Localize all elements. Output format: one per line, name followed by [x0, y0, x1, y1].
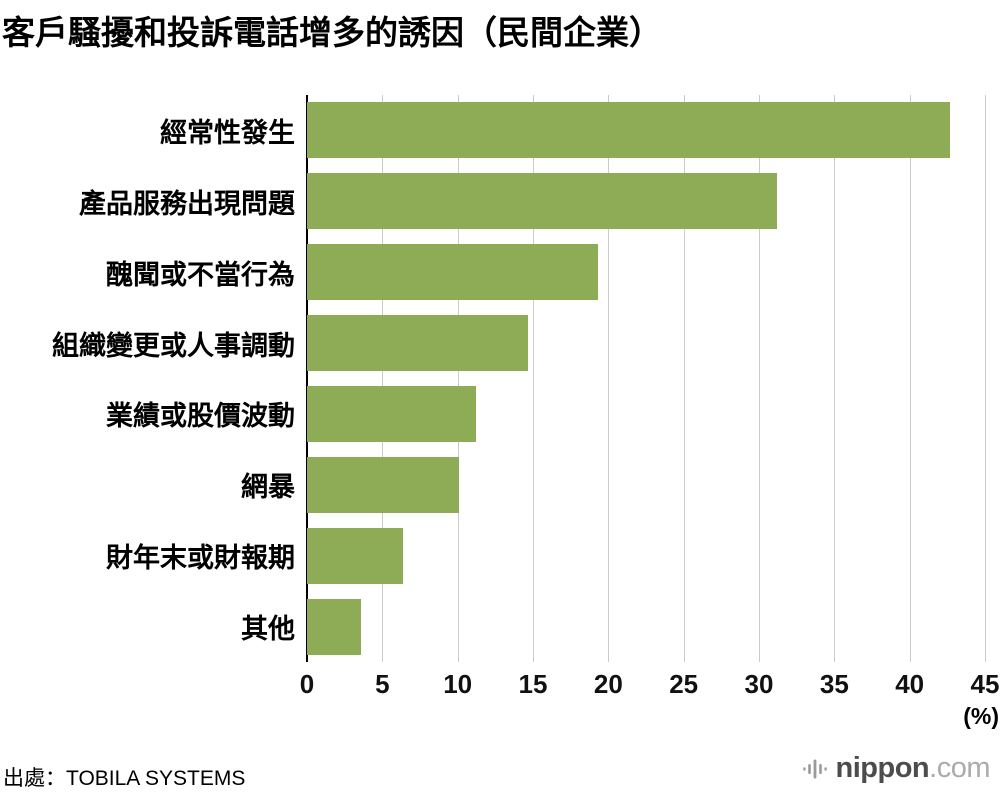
- category-label: 業績或股價波動: [106, 401, 295, 432]
- chart-row: 其他: [0, 591, 985, 662]
- nippon-logo: nippon .com: [801, 752, 990, 785]
- chart-row: 產品服務出現問題: [0, 166, 985, 237]
- gridlines: [306, 95, 986, 662]
- gridline: [759, 95, 760, 662]
- bar-track: [307, 166, 985, 237]
- chart-rows: 經常性發生產品服務出現問題醜聞或不當行為組織變更或人事調動業績或股價波動網暴財年…: [0, 95, 985, 662]
- x-tick-label: 35: [819, 669, 849, 699]
- x-tick-label: 15: [518, 669, 548, 699]
- bar: [307, 385, 476, 442]
- gridline: [608, 95, 610, 662]
- bar: [307, 598, 362, 655]
- bar: [307, 244, 598, 301]
- category-label: 其他: [241, 614, 295, 645]
- gridline: [683, 95, 685, 662]
- page-title: 客戶騷擾和投訴電話增多的誘因（民間企業）: [2, 14, 662, 51]
- category-label: 產品服務出現問題: [79, 188, 295, 219]
- x-tick-label: 0: [299, 669, 315, 699]
- bar: [307, 527, 404, 584]
- gridline: [533, 95, 534, 662]
- bar-track: [307, 237, 985, 308]
- gridline: [834, 95, 836, 662]
- nippon-logo-suffix: .com: [929, 752, 990, 784]
- bar: [307, 456, 460, 513]
- chart-row: 經常性發生: [0, 95, 985, 166]
- category-label: 組織變更或人事調動: [52, 330, 295, 361]
- bar: [307, 102, 951, 159]
- gridline: [985, 95, 986, 662]
- bar-track: [307, 449, 985, 520]
- gridline: [457, 95, 459, 662]
- gridline: [382, 95, 384, 662]
- nippon-logo-icon: [802, 759, 827, 778]
- bar: [307, 315, 529, 372]
- bar-track: [307, 308, 985, 379]
- x-tick-label: 5: [375, 669, 390, 699]
- chart-row: 財年末或財報期: [0, 520, 985, 591]
- gridline: [909, 95, 911, 662]
- x-tick-label: 10: [443, 669, 473, 699]
- bar-track: [307, 379, 985, 450]
- category-label: 經常性發生: [160, 117, 295, 148]
- nippon-logo-text: nippon: [835, 752, 930, 784]
- bar: [307, 173, 778, 230]
- chart-row: 組織變更或人事調動: [0, 308, 985, 379]
- category-label: 醜聞或不當行為: [106, 259, 295, 290]
- x-tick-label: 40: [895, 669, 925, 699]
- x-tick-label: 30: [744, 669, 774, 699]
- category-label: 財年末或財報期: [106, 543, 295, 574]
- chart-row: 業績或股價波動: [0, 379, 985, 450]
- bar-track: [307, 95, 985, 166]
- chart-row: 網暴: [0, 449, 985, 520]
- chart-row: 醜聞或不當行為: [0, 237, 985, 308]
- bar-track: [307, 520, 985, 591]
- bar-chart: 經常性發生產品服務出現問題醜聞或不當行為組織變更或人事調動業績或股價波動網暴財年…: [0, 95, 1000, 745]
- x-tick-label: 20: [593, 669, 623, 699]
- x-tick-label: 25: [669, 669, 699, 699]
- bar-track: [307, 591, 985, 662]
- source-credit: 出處：TOBILA SYSTEMS: [3, 767, 246, 790]
- category-label: 網暴: [241, 472, 295, 503]
- y-axis-line: [306, 95, 308, 662]
- x-tick-label: 45: [970, 669, 1000, 699]
- x-axis-ticks: 0 5 10 15 20 25 30 35 40 45: [300, 669, 1000, 701]
- x-axis-unit-label: (%): [963, 703, 999, 729]
